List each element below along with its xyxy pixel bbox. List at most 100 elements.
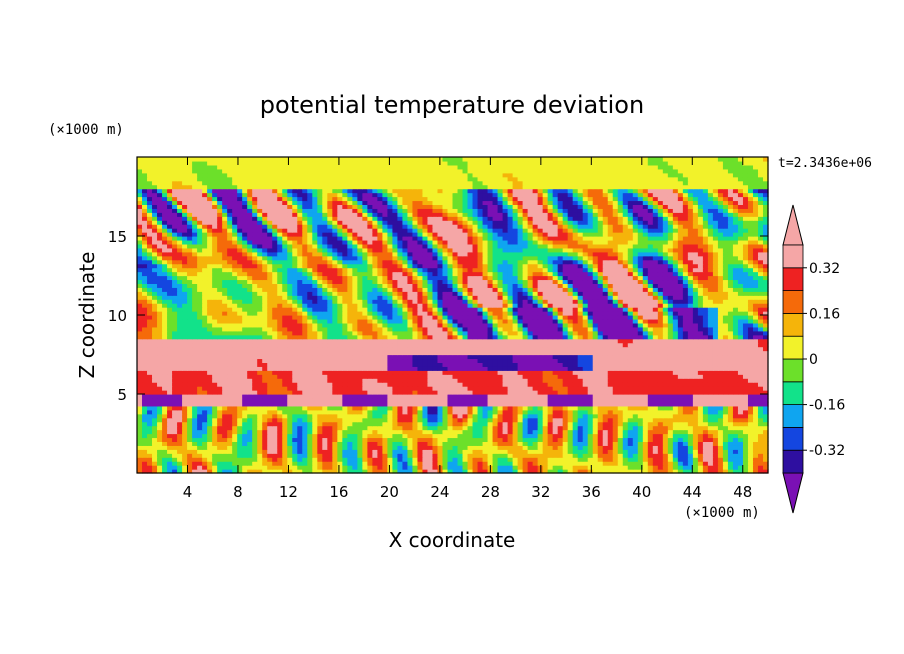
field-cell xyxy=(522,358,529,363)
field-cell xyxy=(227,425,233,431)
field-cell xyxy=(137,386,143,391)
field-cell xyxy=(442,469,449,474)
field-cell xyxy=(712,457,719,462)
field-cell xyxy=(707,453,714,458)
field-cell xyxy=(252,342,258,348)
field-cell xyxy=(727,401,734,407)
field-cell xyxy=(262,453,268,458)
field-cell xyxy=(232,338,238,344)
field-cell xyxy=(677,394,684,399)
field-cell xyxy=(247,315,253,320)
field-cell xyxy=(257,405,263,411)
field-cell xyxy=(157,390,163,395)
field-cell xyxy=(147,441,153,446)
field-cell xyxy=(752,326,759,332)
field-cell xyxy=(252,413,258,419)
field-cell xyxy=(172,354,178,360)
field-cell xyxy=(202,390,208,395)
field-cell xyxy=(232,386,238,391)
field-cell xyxy=(502,374,509,379)
field-cell xyxy=(307,326,313,332)
field-cell xyxy=(327,330,333,336)
field-cell xyxy=(522,405,529,411)
field-cell xyxy=(417,382,424,387)
field-cell xyxy=(702,429,709,435)
field-cell xyxy=(657,350,664,356)
field-cell xyxy=(152,449,158,454)
field-cell xyxy=(552,409,559,415)
field-cell xyxy=(202,413,208,419)
field-cell xyxy=(187,429,193,435)
field-cell xyxy=(247,386,253,391)
field-cell xyxy=(592,322,599,328)
field-cell xyxy=(412,326,419,332)
field-cell xyxy=(277,441,283,446)
field-cell xyxy=(167,417,173,423)
field-cell xyxy=(647,421,654,427)
field-cell xyxy=(417,362,424,367)
field-cell xyxy=(282,453,288,458)
field-cell xyxy=(187,457,193,462)
field-cell xyxy=(707,378,714,383)
field-cell xyxy=(492,330,499,336)
field-cell xyxy=(512,358,519,363)
field-cell xyxy=(272,433,278,439)
field-cell xyxy=(502,370,509,375)
field-cell xyxy=(332,421,338,427)
field-cell xyxy=(687,421,694,427)
field-cell xyxy=(617,405,624,411)
field-cell xyxy=(592,342,599,348)
field-cell xyxy=(417,334,424,340)
field-cell xyxy=(372,397,378,403)
field-cell xyxy=(177,401,183,407)
field-cell xyxy=(557,354,564,360)
field-cell xyxy=(567,342,574,348)
field-cell xyxy=(467,354,474,360)
field-cell xyxy=(427,445,434,450)
field-cell xyxy=(592,465,599,470)
field-cell xyxy=(467,433,474,439)
field-cell xyxy=(237,421,243,427)
field-cell xyxy=(397,417,404,423)
field-cell xyxy=(292,366,298,371)
field-cell xyxy=(587,413,594,419)
field-cell xyxy=(602,461,609,466)
field-cell xyxy=(397,421,404,427)
field-cell xyxy=(702,346,709,352)
field-cell xyxy=(647,437,654,442)
field-cell xyxy=(302,366,308,371)
field-cell xyxy=(147,326,153,332)
field-cell xyxy=(467,453,474,458)
field-cell xyxy=(252,358,258,363)
field-cell xyxy=(417,417,424,423)
field-cell xyxy=(202,433,208,439)
field-cell xyxy=(362,362,368,367)
field-cell xyxy=(462,469,469,474)
field-cell xyxy=(187,405,193,411)
field-cell xyxy=(357,409,363,415)
field-cell xyxy=(552,318,559,324)
field-cell xyxy=(172,429,178,435)
field-cell xyxy=(267,322,273,328)
field-cell xyxy=(717,397,724,403)
field-cell xyxy=(742,449,749,454)
field-cell xyxy=(242,417,248,423)
field-cell xyxy=(662,421,669,427)
field-cell xyxy=(642,445,649,450)
field-cell xyxy=(477,370,484,375)
field-cell xyxy=(162,421,168,427)
field-cell xyxy=(732,429,739,435)
field-cell xyxy=(447,409,454,415)
field-cell xyxy=(697,433,704,439)
field-cell xyxy=(622,358,629,363)
field-cell xyxy=(427,350,434,356)
field-cell xyxy=(612,346,619,352)
field-cell xyxy=(442,421,449,427)
field-cell xyxy=(712,469,719,474)
field-cell xyxy=(312,397,318,403)
field-cell xyxy=(547,366,554,371)
field-cell xyxy=(602,413,609,419)
field-cell xyxy=(467,429,474,435)
field-cell xyxy=(327,326,333,332)
field-cell xyxy=(287,401,293,407)
